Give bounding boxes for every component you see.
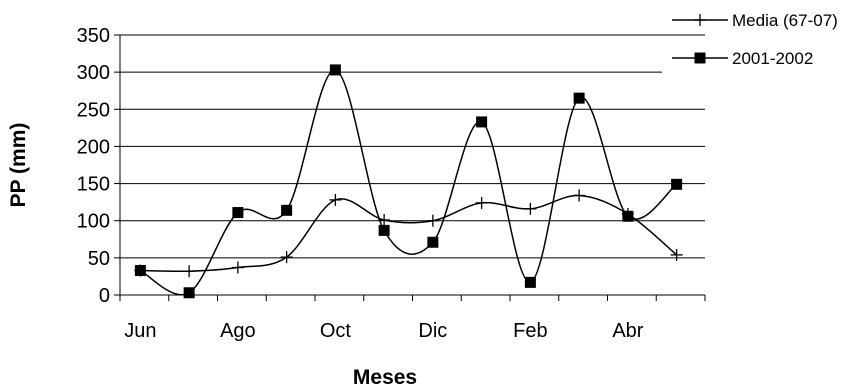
series-1-point-may — [670, 248, 683, 261]
x-tick-label-dic: Dic — [418, 320, 447, 342]
y-tick-label-350: 350 — [77, 25, 110, 47]
series-2-point-mar — [573, 92, 585, 104]
series-2-point-nov — [378, 224, 390, 236]
series-1-point-nov — [378, 213, 391, 226]
series-2-point-jul — [183, 287, 195, 299]
series-2-point-sep — [281, 204, 293, 216]
series-lines — [140, 69, 678, 296]
series-1-point-dic — [426, 214, 439, 227]
y-axis-title: PP (mm) — [7, 123, 30, 208]
x-tick-label-oct: Oct — [320, 320, 352, 342]
x-tick-label-jun: Jun — [124, 320, 156, 342]
y-tick-label-50: 50 — [88, 248, 110, 270]
y-tick-label-250: 250 — [77, 99, 110, 121]
series-2-point-feb — [524, 276, 536, 288]
series-2-line — [140, 69, 678, 296]
series-1-point-feb — [524, 202, 537, 215]
series-2-point-abr — [622, 210, 634, 222]
series-1-point-ago — [231, 261, 244, 274]
series-markers — [134, 64, 683, 299]
y-tick-label-0: 0 — [99, 285, 110, 307]
axes — [119, 35, 705, 296]
series-2-point-dic — [427, 236, 439, 248]
series-2-point-ago — [232, 207, 244, 219]
x-tick-label-feb: Feb — [513, 320, 547, 342]
x-axis-title: Meses — [353, 366, 417, 389]
x-tick-label-abr: Abr — [612, 320, 643, 342]
legend-marker-1 — [694, 14, 706, 26]
series-2-point-ene — [476, 116, 488, 128]
y-tick-label-200: 200 — [77, 136, 110, 158]
series-1-line — [140, 194, 678, 273]
y-axis-ticks: 0 50 100 150 200 250 300 350 — [77, 25, 120, 307]
legend-label-1: Media (67-07) — [732, 11, 838, 30]
legend-marker-2 — [694, 52, 706, 64]
series-1-point-mar — [573, 189, 586, 202]
gridlines — [120, 34, 705, 259]
y-tick-label-150: 150 — [77, 174, 110, 196]
series-2-point-jun — [134, 264, 146, 276]
series-1-point-ene — [475, 196, 488, 209]
legend: Media (67-07) 2001-2002 — [672, 11, 838, 68]
series-1-point-oct — [329, 193, 342, 206]
x-tick-label-ago: Ago — [220, 320, 256, 342]
x-axis-ticks: Jun Ago Oct Dic Feb Abr — [119, 295, 706, 342]
legend-label-2: 2001-2002 — [732, 49, 813, 68]
y-tick-label-300: 300 — [77, 62, 110, 84]
series-1-point-sep — [280, 251, 293, 264]
series-1-point-jul — [183, 265, 196, 278]
y-tick-label-100: 100 — [77, 211, 110, 233]
series-2-point-oct — [329, 64, 341, 76]
series-2-point-may — [671, 178, 683, 190]
